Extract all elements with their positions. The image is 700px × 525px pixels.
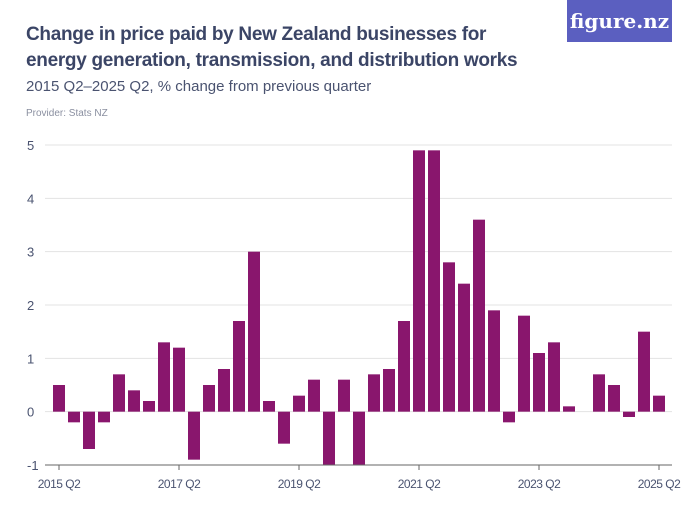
bar-2017-Q1[interactable] [158, 342, 170, 412]
bar-2020-Q1[interactable] [338, 379, 350, 412]
bar-2023-Q1[interactable] [518, 315, 530, 412]
bar-2019-Q4[interactable] [323, 411, 335, 465]
chart-title: Change in price paid by New Zealand busi… [26, 24, 518, 71]
bar-2020-Q4[interactable] [383, 369, 395, 412]
bar-2015-Q4[interactable] [83, 411, 95, 449]
x-tick-label: 2023 Q2 [518, 477, 561, 491]
y-tick-label: 4 [27, 191, 34, 206]
y-tick-label: 2 [27, 298, 34, 313]
bar-2015-Q2[interactable] [53, 385, 65, 412]
bar-2015-Q3[interactable] [68, 411, 80, 423]
bar-2022-Q2[interactable] [473, 219, 485, 412]
bar-2024-Q3[interactable] [608, 385, 620, 412]
y-tick-label: -1 [27, 458, 39, 473]
bar-2025-Q1[interactable] [638, 331, 650, 412]
bar-2019-Q3[interactable] [308, 379, 320, 412]
chart-subtitle: 2015 Q2–2025 Q2, % change from previous … [26, 78, 372, 95]
bar-2024-Q2[interactable] [593, 374, 605, 412]
x-tick-label: 2017 Q2 [158, 477, 201, 491]
bar-2019-Q1[interactable] [278, 411, 290, 444]
bar-2020-Q3[interactable] [368, 374, 380, 412]
bar-2017-Q4[interactable] [203, 385, 215, 412]
y-tick-label: 5 [27, 138, 34, 153]
y-tick-label: 0 [27, 405, 34, 420]
bar-2021-Q4[interactable] [443, 262, 455, 412]
bar-2021-Q3[interactable] [428, 150, 440, 412]
bar-2021-Q2[interactable] [413, 150, 425, 412]
bar-2016-Q2[interactable] [113, 374, 125, 412]
bar-2022-Q4[interactable] [503, 411, 515, 423]
bar-2024-Q4[interactable] [623, 411, 635, 417]
x-tick-label: 2015 Q2 [38, 477, 81, 491]
bar-2018-Q3[interactable] [248, 251, 260, 412]
bar-2023-Q3[interactable] [548, 342, 560, 412]
bar-2019-Q2[interactable] [293, 395, 305, 412]
bar-2016-Q1[interactable] [98, 411, 110, 423]
x-tick-label: 2025 Q2 [638, 477, 681, 491]
bar-2016-Q4[interactable] [143, 401, 155, 412]
bar-2018-Q1[interactable] [218, 369, 230, 412]
x-tick-label: 2021 Q2 [398, 477, 441, 491]
provider-label: Provider: Stats NZ [26, 108, 108, 119]
bar-2025-Q2[interactable] [653, 395, 665, 412]
y-tick-label: 3 [27, 245, 34, 260]
bar-2021-Q1[interactable] [398, 321, 410, 412]
bar-2017-Q3[interactable] [188, 411, 200, 460]
bar-2022-Q3[interactable] [488, 310, 500, 412]
bar-2017-Q2[interactable] [173, 347, 185, 412]
x-tick-label: 2019 Q2 [278, 477, 321, 491]
bar-2023-Q4[interactable] [563, 406, 575, 412]
bar-2018-Q4[interactable] [263, 401, 275, 412]
bar-2022-Q1[interactable] [458, 283, 470, 412]
bar-2023-Q2[interactable] [533, 353, 545, 412]
bar-2018-Q2[interactable] [233, 321, 245, 412]
y-tick-label: 1 [27, 351, 34, 366]
figure-nz-logo[interactable]: figure.nz [567, 0, 672, 42]
bar-2020-Q2[interactable] [353, 411, 365, 465]
bar-2016-Q3[interactable] [128, 390, 140, 412]
